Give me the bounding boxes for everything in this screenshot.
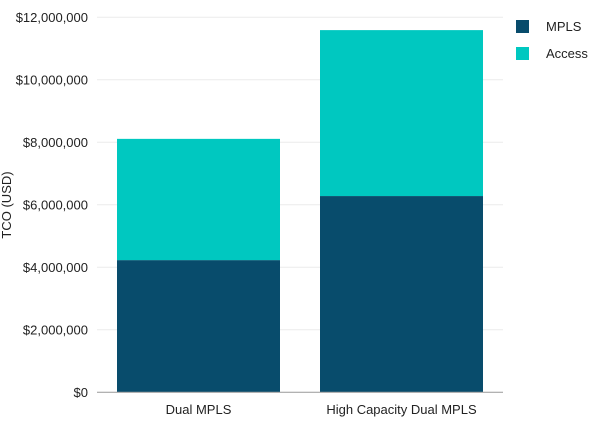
legend-swatch-mpls: [516, 20, 529, 33]
y-axis-ticks: $0 $2,000,000 $4,000,000 $6,000,000 $8,000,0…: [16, 10, 88, 400]
y-tick-label: $8,000,000: [23, 135, 88, 150]
bar-access-2: [320, 30, 483, 197]
x-axis-ticks: Dual MPLS High Capacity Dual MPLS: [166, 402, 477, 417]
bars: [117, 30, 483, 393]
x-tick-label: High Capacity Dual MPLS: [326, 402, 477, 417]
y-axis-label: TCO (USD): [0, 171, 14, 238]
x-tick-label: Dual MPLS: [166, 402, 232, 417]
y-tick-label: $2,000,000: [23, 322, 88, 337]
bar-mpls-1: [117, 260, 280, 393]
y-tick-label: $0: [74, 385, 88, 400]
bar-access-1: [117, 138, 280, 261]
y-tick-label: $10,000,000: [16, 72, 88, 87]
y-tick-label: $12,000,000: [16, 10, 88, 25]
legend-label-mpls: MPLS: [546, 19, 582, 34]
legend: MPLS Access: [516, 19, 588, 61]
y-tick-label: $6,000,000: [23, 197, 88, 212]
y-tick-label: $4,000,000: [23, 260, 88, 275]
bar-mpls-2: [320, 196, 483, 393]
legend-label-access: Access: [546, 46, 588, 61]
legend-swatch-access: [516, 47, 529, 60]
